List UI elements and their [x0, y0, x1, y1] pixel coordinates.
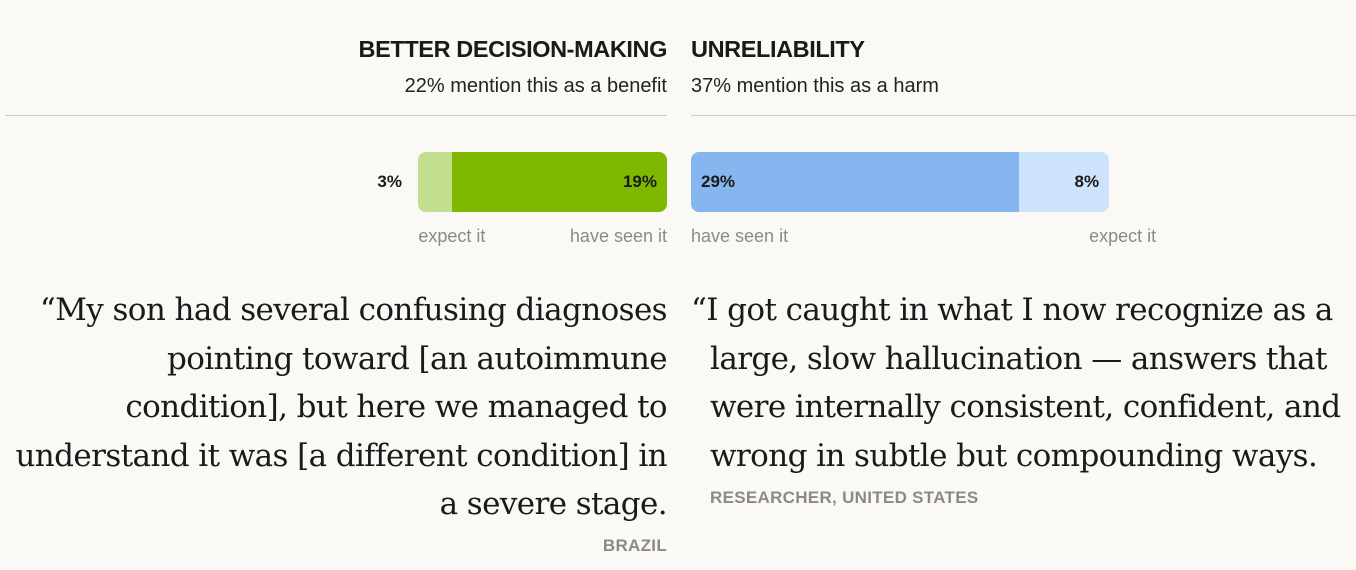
benefit-seen-bar: 19% [452, 152, 667, 212]
benefit-quote: “My son had several confusing diagnoses … [15, 292, 667, 522]
benefit-seen-axis-label: have seen it [569, 226, 667, 246]
benefit-expect-axis-label: expect it [418, 226, 486, 246]
harm-subtitle: 37% mention this as a harm [691, 75, 939, 97]
harm-seen-axis-label: have seen it [691, 226, 789, 246]
harm-quote: “I got caught in what I now recognize as… [691, 292, 1341, 474]
harm-expect-bar: 8% [1018, 152, 1110, 212]
benefit-divider [5, 115, 667, 116]
harm-divider [691, 115, 1356, 116]
benefit-quote-attribution: BRAZIL [602, 536, 667, 555]
harm-seen-bar: 29% [691, 152, 1019, 212]
harm-quote-attribution: RESEARCHER, UNITED STATES [710, 488, 979, 507]
harm-expect-axis-label: expect it [1089, 226, 1157, 246]
benefit-subtitle: 22% mention this as a benefit [404, 75, 667, 97]
benefit-seen-value-label: 19% [622, 172, 657, 191]
benefit-title: BETTER DECISION-MAKING [358, 36, 668, 62]
benefit-expect-value-label: 3% [377, 172, 402, 191]
benefit-expect-bar [418, 152, 453, 212]
benefit-stacked-bar: 19% [418, 152, 667, 212]
harm-expect-value-label: 8% [1074, 172, 1100, 191]
harm-title: UNRELIABILITY [691, 36, 865, 62]
harm-seen-value-label: 29% [701, 172, 736, 191]
harm-stacked-bar: 29% 8% [691, 152, 1110, 212]
